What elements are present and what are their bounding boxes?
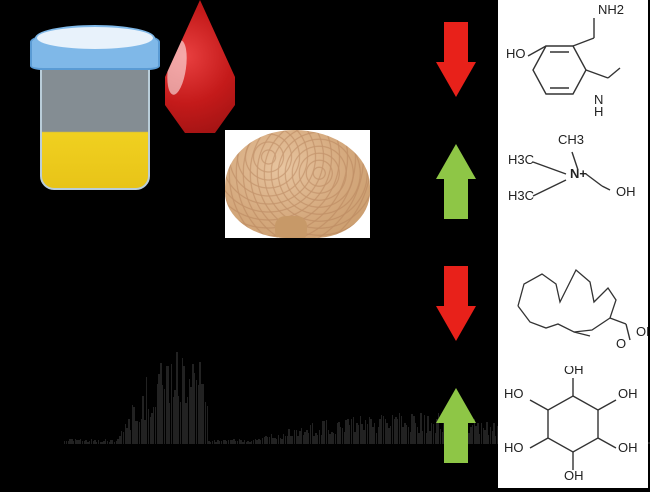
brain-image (225, 130, 370, 238)
inositol-structure-image: OH OH OH OH HO HO (498, 366, 648, 488)
x-tick-200: 200 (103, 451, 126, 467)
panel-serotonin: HO NH2 N H (420, 0, 650, 122)
y-axis-label-0: 0% (30, 445, 53, 463)
x-tick-1000: 1000 (353, 451, 384, 467)
svg-text:HO: HO (506, 46, 526, 61)
svg-text:NH2: NH2 (598, 2, 624, 17)
svg-text:OH: OH (616, 184, 636, 199)
choline-structure-image: H3C CH3 N+ H3C OH (498, 122, 648, 244)
inositol-change-arrow-icon (428, 380, 484, 470)
svg-text:OH: OH (636, 324, 648, 339)
metabolite-change-panels: HO NH2 N H (420, 0, 650, 492)
svg-text:O: O (616, 336, 626, 351)
svg-text:HO: HO (504, 440, 524, 455)
svg-text:OH: OH (564, 468, 584, 483)
mass-spectrum-plot-area (63, 265, 383, 445)
x-tick-600: 600 (243, 451, 266, 467)
x-tick-800: 800 (308, 451, 331, 467)
x-axis-label: m/z, amu (148, 463, 210, 480)
serotonin-change-arrow-icon (428, 14, 484, 104)
panel-choline: H3C CH3 N+ H3C OH (420, 122, 650, 244)
choline-change-arrow-icon (428, 136, 484, 226)
urine-sample-image (20, 30, 170, 198)
scientific-diagram: 100% 50% 0% 200 400 600 800 1000 m/z, am… (0, 0, 650, 492)
svg-text:HO: HO (504, 386, 524, 401)
svg-text:N+: N+ (570, 166, 587, 181)
svg-text:CH3: CH3 (558, 132, 584, 147)
svg-text:OH: OH (618, 386, 638, 401)
svg-text:OH: OH (618, 440, 638, 455)
svg-text:H3C: H3C (508, 152, 534, 167)
fatty-acid-structure-image: O OH (498, 244, 648, 366)
panel-fatty-acid: O OH (420, 244, 650, 366)
svg-text:OH: OH (564, 366, 584, 377)
svg-text:H: H (594, 104, 603, 119)
fatty-acid-change-arrow-icon (428, 258, 484, 348)
mass-spectrum-chart: 100% 50% 0% 200 400 600 800 1000 m/z, am… (8, 255, 388, 480)
blood-drop-image (150, 0, 260, 150)
panel-inositol: OH OH OH OH HO HO (420, 366, 650, 488)
serotonin-structure-image: HO NH2 N H (498, 0, 648, 122)
svg-text:H3C: H3C (508, 188, 534, 203)
mass-spectrum-bars (64, 265, 383, 444)
y-axis-label-50: 50% (26, 350, 58, 368)
y-axis-label-100: 100% (8, 255, 49, 273)
